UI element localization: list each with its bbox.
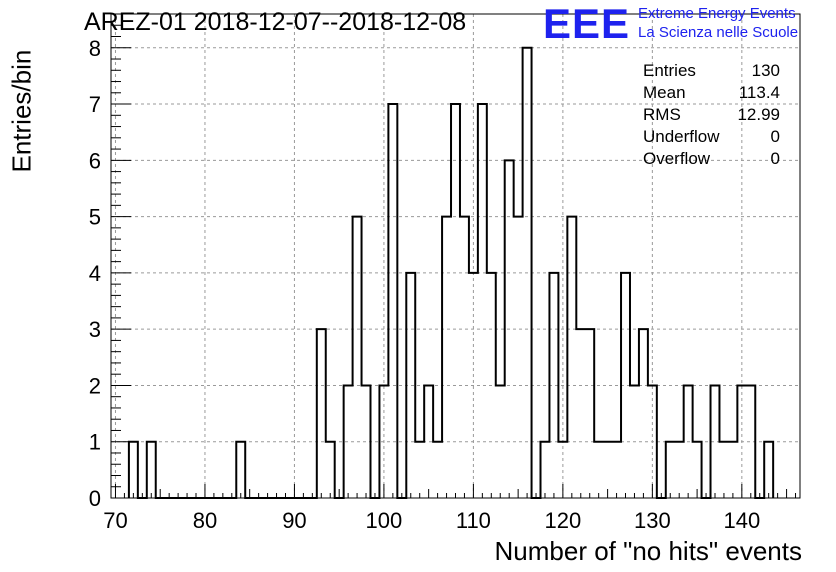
stats-value: 130 [751,61,780,80]
x-tick-label: 140 [723,508,760,533]
y-tick-label: 3 [89,317,101,342]
x-tick-labels: 70 80 90 100 110 120 130 140 [103,508,760,533]
stats-box: Entries 130 Mean 113.4 RMS 12.99 Underfl… [643,60,780,170]
eee-logo: EEE [543,0,631,47]
axis-ticks [111,13,797,499]
y-tick-label: 5 [89,205,101,230]
stats-value: 12.99 [737,105,780,124]
stats-label: Entries [643,61,696,80]
y-tick-label: 0 [89,486,101,511]
stats-label: Overflow [643,149,711,168]
y-tick-label: 6 [89,148,101,173]
stats-value: 113.4 [738,83,780,102]
stats-label: RMS [643,105,681,124]
y-tick-labels: 0 1 2 3 4 5 6 7 8 [89,36,101,511]
chart-title: AREZ-01 2018-12-07--2018-12-08 [84,8,467,36]
stats-label: Mean [643,83,686,102]
x-axis-label: Number of "no hits" events [494,536,803,566]
x-tick-label: 70 [103,508,127,533]
x-tick-label: 80 [193,508,217,533]
y-tick-label: 7 [89,92,101,117]
y-tick-label: 2 [89,373,101,398]
y-tick-label: 1 [89,430,101,455]
stats-value: 0 [770,149,780,168]
stats-row-overflow: Overflow 0 [643,148,780,170]
stats-row-entries: Entries 130 [643,60,780,82]
stats-label: Underflow [643,127,720,146]
x-tick-label: 130 [634,508,671,533]
y-tick-label: 4 [89,261,101,286]
stats-row-mean: Mean 113.4 [643,82,780,104]
x-tick-label: 120 [545,508,582,533]
x-tick-label: 110 [456,508,491,533]
x-tick-label: 100 [366,508,403,533]
x-tick-label: 90 [282,508,306,533]
y-axis-label: Entries/bin [6,49,37,173]
logo-line-1: Extreme Energy Events [638,5,796,22]
stats-value: 0 [770,127,780,146]
logo-line-2: La Scienza nelle Scuole [638,24,799,41]
stats-row-rms: RMS 12.99 [643,104,780,126]
stats-row-underflow: Underflow 0 [643,126,780,148]
y-tick-label: 8 [89,36,101,61]
